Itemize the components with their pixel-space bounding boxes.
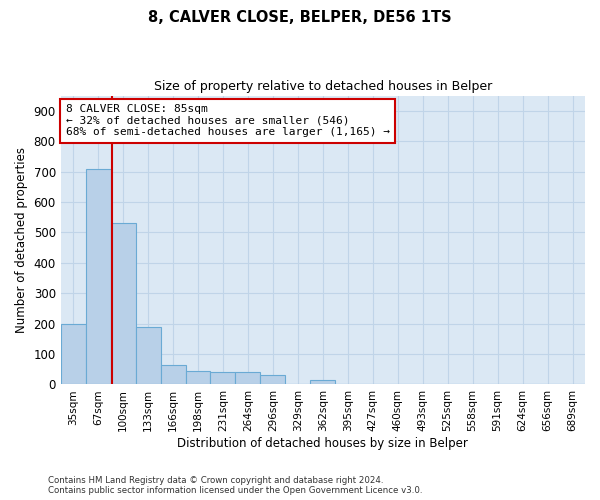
Bar <box>235 372 260 384</box>
Text: 8 CALVER CLOSE: 85sqm
← 32% of detached houses are smaller (546)
68% of semi-det: 8 CALVER CLOSE: 85sqm ← 32% of detached … <box>66 104 390 138</box>
Text: 8, CALVER CLOSE, BELPER, DE56 1TS: 8, CALVER CLOSE, BELPER, DE56 1TS <box>148 10 452 25</box>
Bar <box>260 376 286 384</box>
Bar <box>136 326 161 384</box>
X-axis label: Distribution of detached houses by size in Belper: Distribution of detached houses by size … <box>178 437 468 450</box>
Y-axis label: Number of detached properties: Number of detached properties <box>15 147 28 333</box>
Text: Contains HM Land Registry data © Crown copyright and database right 2024.
Contai: Contains HM Land Registry data © Crown c… <box>48 476 422 495</box>
Bar <box>211 372 235 384</box>
Bar <box>310 380 335 384</box>
Bar <box>185 371 211 384</box>
Bar <box>110 224 136 384</box>
Bar <box>161 364 185 384</box>
Bar <box>86 168 110 384</box>
Bar <box>61 324 86 384</box>
Title: Size of property relative to detached houses in Belper: Size of property relative to detached ho… <box>154 80 492 93</box>
